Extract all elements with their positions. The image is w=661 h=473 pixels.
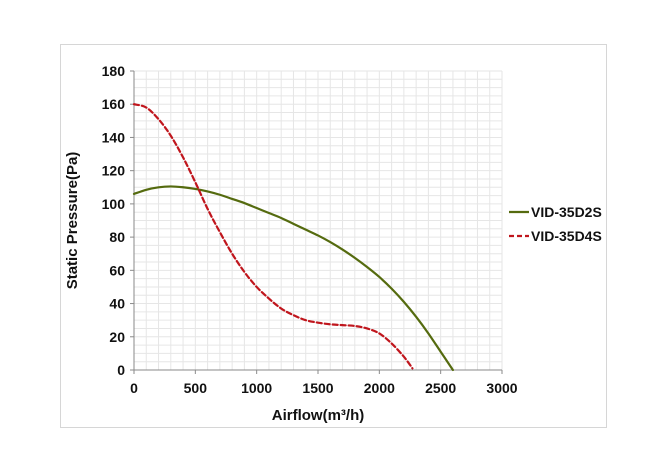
y-tick-label: 20 bbox=[109, 329, 125, 345]
axes bbox=[130, 70, 503, 374]
y-tick-label: 80 bbox=[109, 229, 125, 245]
y-axis-title: Static Pressure(Pa) bbox=[64, 152, 81, 290]
y-tick-label: 140 bbox=[102, 129, 126, 145]
y-tick-label: 40 bbox=[109, 296, 125, 312]
line-chart: 0 20 40 60 80 100 120 140 160 180 0 500 1000 1500 2000… bbox=[64, 63, 602, 424]
series-lines bbox=[132, 103, 455, 372]
x-tick-label: 1500 bbox=[302, 380, 333, 396]
series-line-vid-35d2s bbox=[132, 185, 455, 372]
y-tick-label: 120 bbox=[102, 163, 126, 179]
y-tick-label: 0 bbox=[117, 362, 125, 378]
x-tick-label: 0 bbox=[130, 380, 138, 396]
y-tick-label: 160 bbox=[102, 96, 126, 112]
grid bbox=[133, 70, 503, 371]
x-axis-title: Airflow(m³/h) bbox=[272, 407, 364, 424]
y-tick-label: 180 bbox=[102, 63, 126, 79]
legend-label: VID-35D4S bbox=[531, 228, 602, 244]
series-line-vid-35d4s bbox=[132, 103, 414, 370]
legend-label: VID-35D2S bbox=[531, 204, 602, 220]
legend: VID-35D2S VID-35D4S bbox=[509, 204, 602, 244]
x-tick-label: 500 bbox=[184, 380, 208, 396]
chart-frame: 0 20 40 60 80 100 120 140 160 180 0 500 1000 1500 2000… bbox=[60, 44, 607, 428]
tick-labels: 0 20 40 60 80 100 120 140 160 180 0 500 1000 1500 2000… bbox=[102, 63, 518, 396]
x-tick-label: 2000 bbox=[364, 380, 395, 396]
x-tick-label: 2500 bbox=[425, 380, 456, 396]
x-tick-label: 3000 bbox=[486, 380, 517, 396]
y-tick-label: 60 bbox=[109, 262, 125, 278]
y-tick-label: 100 bbox=[102, 196, 126, 212]
x-tick-label: 1000 bbox=[241, 380, 272, 396]
